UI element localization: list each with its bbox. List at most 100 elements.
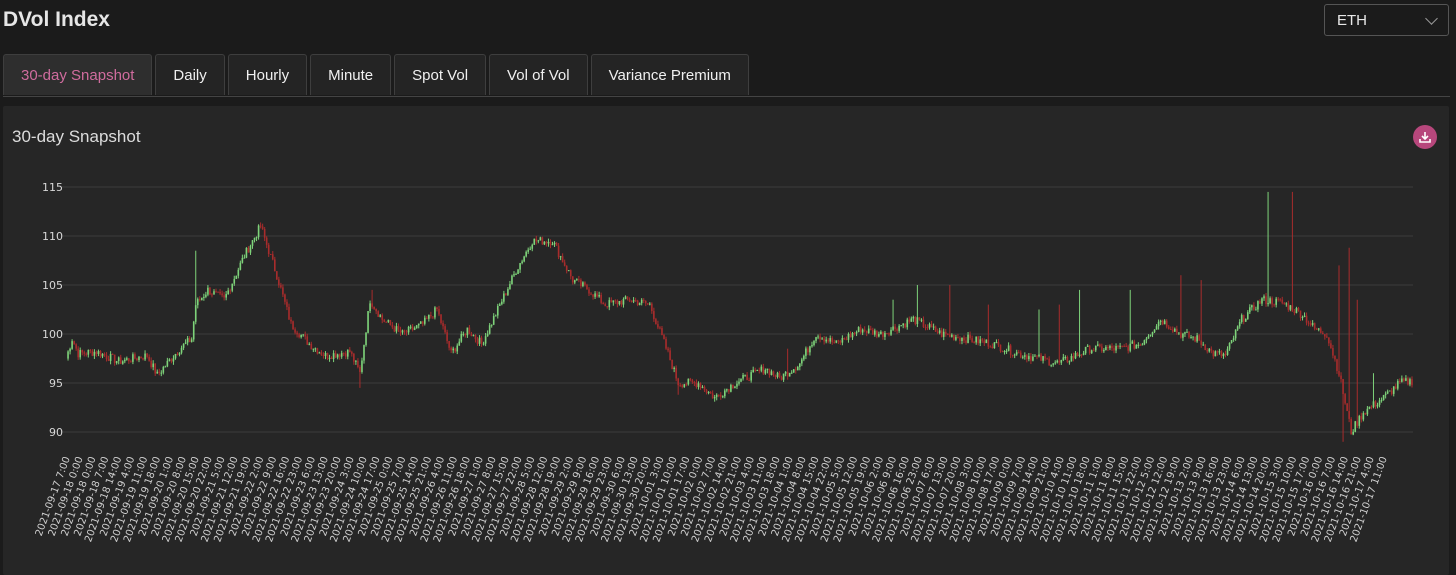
- candle-body: [1133, 341, 1136, 349]
- candle-body: [559, 256, 562, 258]
- candle-body: [740, 378, 742, 382]
- candle-body: [732, 384, 734, 389]
- candle-body: [711, 393, 714, 399]
- candle-body: [442, 323, 444, 327]
- candle-body: [77, 348, 79, 358]
- candle-body: [784, 371, 787, 374]
- candle-body: [843, 338, 846, 340]
- candle-body: [983, 340, 986, 344]
- candle-body: [255, 237, 258, 239]
- candle-body: [1174, 328, 1176, 332]
- candle-body: [1050, 364, 1052, 366]
- candle-body: [1066, 356, 1069, 362]
- candle-body: [604, 304, 607, 307]
- candle-body: [618, 300, 621, 305]
- candle-body: [1151, 332, 1154, 335]
- candle-body: [1334, 355, 1336, 360]
- candle-body: [882, 331, 884, 337]
- candle-body: [634, 300, 637, 302]
- candle-body: [555, 242, 558, 246]
- y-tick-label: 115: [42, 181, 63, 194]
- candle-body: [871, 329, 874, 335]
- asset-select[interactable]: ETH: [1324, 4, 1449, 36]
- tab-vol-of-vol[interactable]: Vol of Vol: [489, 54, 588, 95]
- candle-body: [1370, 406, 1373, 408]
- candle-body: [205, 294, 207, 297]
- candle-body: [184, 342, 187, 344]
- tab-spot-vol[interactable]: Spot Vol: [394, 54, 487, 95]
- candle-body: [979, 339, 982, 344]
- candle-body: [1171, 329, 1174, 332]
- candle-body: [484, 336, 487, 344]
- panel-title: 30-day Snapshot: [12, 127, 141, 146]
- candle-body: [1265, 296, 1267, 304]
- candle-body: [1054, 362, 1057, 364]
- candle-body: [87, 350, 90, 355]
- candle-body: [413, 328, 416, 330]
- candle-body: [902, 323, 905, 326]
- candle-body: [959, 338, 961, 342]
- tab-30-day-snapshot[interactable]: 30-day Snapshot: [3, 54, 153, 95]
- candle-body: [460, 333, 463, 342]
- tab-variance-premium[interactable]: Variance Premium: [590, 54, 749, 95]
- download-button[interactable]: [1413, 125, 1437, 149]
- candle-body: [683, 384, 686, 387]
- candle-body: [1281, 299, 1284, 303]
- candle-body: [1119, 345, 1121, 347]
- candle-body: [1165, 320, 1168, 327]
- candle-body: [823, 338, 825, 342]
- candle-body: [1249, 307, 1251, 313]
- candle-body: [1044, 356, 1046, 359]
- candle-body: [1032, 356, 1034, 361]
- candle-body: [132, 354, 134, 362]
- candle-body: [1105, 346, 1107, 351]
- candle-body: [468, 327, 471, 335]
- candle-body: [987, 339, 990, 347]
- candle-body: [847, 333, 850, 340]
- candle-body: [667, 348, 669, 351]
- candle-body: [207, 287, 209, 295]
- candle-body: [776, 372, 779, 378]
- candle-body: [348, 349, 351, 353]
- candle-body: [1068, 361, 1071, 363]
- candle-body: [472, 335, 475, 337]
- candle-body: [578, 279, 580, 281]
- candle-body: [507, 289, 509, 295]
- candle-body: [245, 247, 248, 258]
- candle-body: [533, 238, 536, 245]
- candle-body: [383, 319, 386, 322]
- candle-body: [375, 308, 377, 312]
- candle-body: [553, 242, 556, 245]
- candle-body: [1364, 413, 1367, 415]
- candle-body: [1273, 304, 1275, 306]
- candle-body: [1394, 386, 1397, 389]
- candle-body: [981, 339, 984, 341]
- candle-body: [1346, 403, 1348, 412]
- chevron-down-icon: [1425, 11, 1438, 25]
- candle-body: [951, 334, 953, 337]
- candle-body: [1328, 337, 1330, 344]
- candle-body: [780, 377, 783, 380]
- candle-body: [825, 339, 827, 342]
- candle-body: [705, 390, 708, 393]
- candle-body: [1222, 353, 1225, 357]
- tab-minute[interactable]: Minute: [310, 54, 392, 95]
- candle-body: [515, 273, 517, 275]
- candle-body: [640, 299, 643, 304]
- candle-body: [657, 324, 659, 328]
- candle-body: [1131, 341, 1134, 344]
- candle-body: [1107, 346, 1109, 349]
- candle-body: [1257, 301, 1259, 310]
- candles: [67, 191, 1413, 442]
- candle-body: [371, 303, 373, 307]
- candle-body: [320, 352, 323, 355]
- candle-body: [1350, 418, 1352, 435]
- candle-body: [736, 383, 738, 387]
- candle-body: [638, 303, 641, 305]
- candle-body: [1003, 351, 1006, 353]
- tab-hourly[interactable]: Hourly: [227, 54, 308, 95]
- tab-daily[interactable]: Daily: [155, 54, 225, 95]
- candle-body: [1366, 408, 1369, 415]
- candle-body: [1244, 318, 1247, 322]
- candle-body: [794, 369, 797, 371]
